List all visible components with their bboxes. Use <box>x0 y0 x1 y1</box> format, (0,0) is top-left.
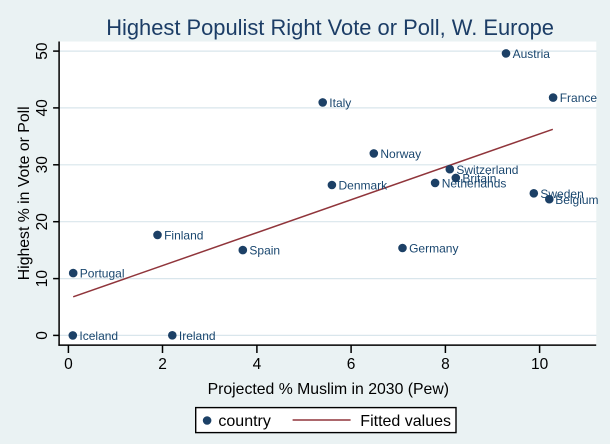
svg-text:10: 10 <box>531 356 549 373</box>
svg-text:0: 0 <box>64 356 73 373</box>
svg-text:Netherlands: Netherlands <box>442 177 507 191</box>
svg-text:Highest Populist Right Vote or: Highest Populist Right Vote or Poll, W. … <box>106 15 554 40</box>
svg-text:Fitted values: Fitted values <box>360 413 451 430</box>
svg-text:Belgium: Belgium <box>555 193 598 207</box>
svg-text:30: 30 <box>34 156 51 174</box>
svg-text:Switzerland: Switzerland <box>456 163 518 177</box>
svg-text:0: 0 <box>34 331 51 340</box>
svg-text:Projected % Muslim in 2030 (Pe: Projected % Muslim in 2030 (Pew) <box>208 381 449 398</box>
svg-text:6: 6 <box>347 356 356 373</box>
svg-text:Italy: Italy <box>329 96 351 110</box>
svg-text:Highest % in Vote or Poll: Highest % in Vote or Poll <box>16 106 33 280</box>
svg-text:Iceland: Iceland <box>79 329 118 343</box>
svg-text:Denmark: Denmark <box>339 179 389 193</box>
svg-text:Ireland: Ireland <box>179 329 216 343</box>
svg-text:Sweden: Sweden <box>540 187 583 201</box>
svg-text:10: 10 <box>34 270 51 288</box>
svg-text:50: 50 <box>34 42 51 60</box>
svg-text:France: France <box>560 91 598 105</box>
svg-text:2: 2 <box>158 356 167 373</box>
svg-text:40: 40 <box>34 99 51 117</box>
svg-text:Spain: Spain <box>249 244 280 258</box>
svg-text:Britain: Britain <box>462 172 496 186</box>
svg-text:4: 4 <box>253 356 262 373</box>
svg-text:20: 20 <box>34 213 51 231</box>
svg-text:8: 8 <box>441 356 450 373</box>
svg-text:Finland: Finland <box>164 229 203 243</box>
svg-text:Germany: Germany <box>409 242 458 256</box>
svg-text:Portugal: Portugal <box>80 267 125 281</box>
svg-text:Norway: Norway <box>380 147 421 161</box>
svg-text:country: country <box>218 413 270 430</box>
svg-text:Austria: Austria <box>513 47 551 61</box>
